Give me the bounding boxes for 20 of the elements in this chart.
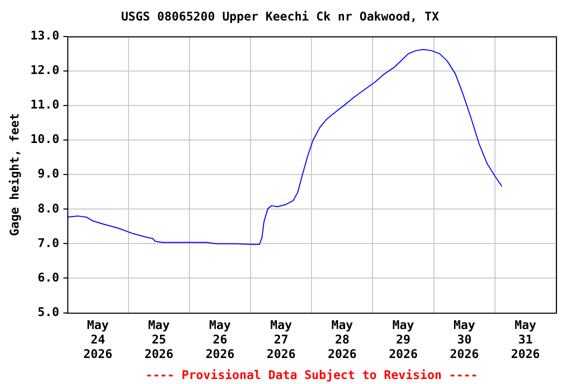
- x-tick-label: May 29 2026: [388, 318, 418, 361]
- y-tick-label: 6.0: [38, 270, 60, 284]
- x-tick-label: May 28 2026: [328, 318, 357, 361]
- chart-title: USGS 08065200 Upper Keechi Ck nr Oakwood, TX: [121, 9, 440, 24]
- y-tick-label: 11.0: [30, 98, 60, 112]
- x-tick-label: May 25 2026: [144, 318, 174, 361]
- text: ---- Provisional Data Subject to Revision ----: [145, 368, 478, 382]
- y-tick-label: 7.0: [38, 236, 60, 250]
- y-tick-label: 8.0: [38, 201, 60, 216]
- y-axis-title: Gage height, feet: [7, 113, 22, 236]
- x-tick-label: May 24 2026: [83, 318, 112, 361]
- y-tick-label: 9.0: [38, 166, 60, 181]
- y-tick-label: 12.0: [30, 63, 60, 78]
- y-tick-label: 10.0: [30, 132, 60, 146]
- y-tick-label: 13.0: [30, 28, 60, 43]
- x-tick-label: May 27 2026: [266, 318, 296, 361]
- x-tick-label: May 31 2026: [511, 318, 540, 361]
- x-tick-label: May 26 2026: [206, 318, 234, 361]
- x-tick-label: May 30 2026: [450, 318, 479, 361]
- y-tick-label: 5.0: [38, 304, 60, 319]
